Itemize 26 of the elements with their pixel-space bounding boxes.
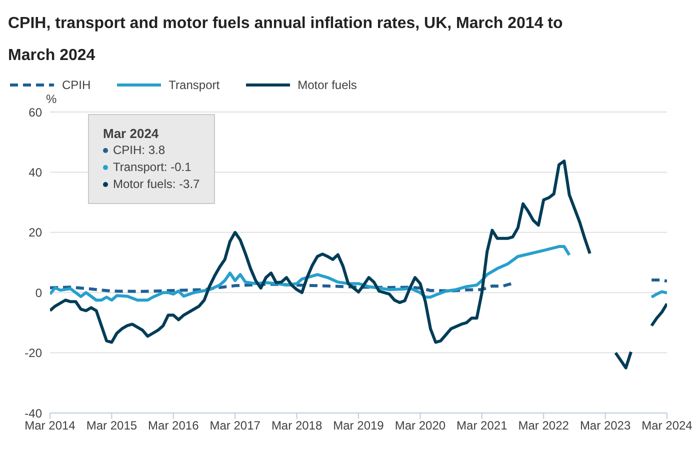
chart-title: CPIH, transport and motor fuels annual inflation rates, UK, March 2014 to March 2024 (8, 14, 564, 66)
legend-label: CPIH (62, 78, 91, 92)
x-tick-label: Mar 2017 (210, 418, 261, 433)
annotation: Motor fuels: -3.7 (113, 176, 200, 193)
x-tick-label: Mar 2019 (333, 418, 384, 433)
y-tick-label: 20 (28, 226, 42, 240)
y-tick-label: 60 (28, 105, 42, 120)
y-axis-title: % (46, 92, 57, 106)
annotation: Mar 2024 (103, 125, 159, 142)
x-tick-label: Mar 2016 (148, 418, 200, 433)
x-tick-label: Mar 2015 (86, 418, 138, 433)
x-tick-label: Mar 2018 (271, 418, 322, 433)
x-tick-label: Mar 2022 (518, 418, 570, 433)
legend-label: Transport (168, 78, 220, 92)
x-tick-label: Mar 2014 (24, 418, 76, 433)
legend-label: Motor fuels (298, 78, 357, 92)
x-tick-label: Mar 2023 (580, 418, 631, 433)
x-tick-label: Mar 2021 (456, 418, 508, 433)
annotation: Transport: -0.1 (113, 159, 192, 176)
x-tick-label: Mar 2024 (642, 418, 693, 433)
y-tick-label: 0 (35, 286, 42, 300)
y-tick-label: -20 (24, 346, 42, 360)
y-tick-label: 40 (28, 165, 42, 180)
x-tick-label: Mar 2020 (394, 418, 446, 433)
annotation: CPIH: 3.8 (113, 142, 166, 159)
y-tick-label: -40 (24, 406, 42, 420)
